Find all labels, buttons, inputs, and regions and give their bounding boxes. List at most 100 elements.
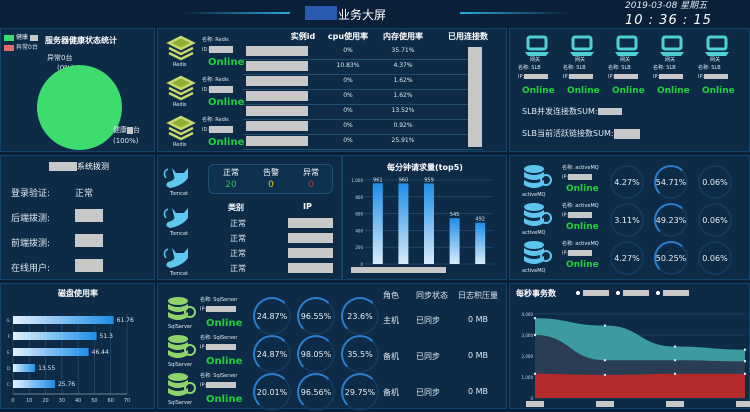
laptop-icon [569, 35, 595, 59]
redis-panel: Redis 名称: Redis ID: Online Redis 名称: Redis ID:… [157, 28, 507, 152]
probe-value-redacted [75, 259, 103, 272]
redis-cpu: 0% [343, 47, 353, 54]
sqlserver-cell: 主机 [383, 316, 399, 325]
row-divider [243, 134, 483, 135]
legend-healthy[interactable]: 健康 [4, 34, 39, 42]
sqlserver-status[interactable]: Online [206, 318, 243, 329]
activemq-gauge: 4.27% [610, 241, 644, 275]
sqlserver-ip: IP: [200, 382, 237, 389]
y-tick-label: 800 [355, 195, 363, 200]
y-tick-label: 3,000 [522, 333, 534, 338]
x-tick-label: 60 [108, 398, 114, 404]
activemq-ip: IP: [562, 250, 593, 257]
redis-status[interactable]: Online [208, 97, 245, 108]
laptop-icon [614, 35, 640, 59]
data-point [743, 348, 747, 351]
tomcat-icon [162, 204, 196, 232]
data-label: 61.76 [117, 317, 134, 324]
data-label: 959 [424, 177, 434, 183]
y-tick-label: 600 [355, 212, 363, 217]
bar [424, 183, 434, 264]
legend-label-redacted [583, 290, 609, 296]
activemq-status[interactable]: Online [566, 260, 599, 270]
legend-label-redacted [623, 290, 649, 296]
request-bar-chart: 每分钟请求量(top5) 0 200 400 600 800 1,000 961 960 959 5… [351, 162, 493, 273]
server-health-panel: 健康 异常0台 服务器健康状态统计 异常0台 (0%) 健康台 (100%) [0, 28, 155, 152]
activemq-gauge: 54.71% [654, 165, 688, 199]
sqlserver-gauge: 24.87% [253, 297, 291, 335]
category-label: D: [7, 366, 11, 371]
probe-value-redacted [75, 234, 103, 247]
redis-id: ID: [202, 46, 234, 54]
row-divider [243, 119, 483, 120]
tomcat-row-ip [288, 263, 333, 273]
redis-status[interactable]: Online [208, 57, 245, 68]
slb-ip: IP: [608, 74, 639, 81]
tomcat-panel: Tomcat Tomcat Tomcat 正常 20 告警 0 异常 0 类别 IP 正常 正常 正常 正常 [157, 155, 342, 280]
activemq-gauge: 3.11% [610, 203, 644, 237]
sqlserver-icon [166, 296, 196, 326]
data-label: 960 [399, 177, 409, 183]
data-label: 13.55 [38, 365, 55, 372]
sqlserver-name: 名称: SqlServer [200, 297, 238, 303]
chart-title: 每秒事务数 [516, 288, 557, 298]
probe-value-redacted [75, 209, 103, 222]
chart-title: 磁盘使用率 [58, 288, 98, 298]
health-pie [37, 65, 122, 150]
legend-label-redacted [663, 290, 689, 296]
bar [13, 364, 36, 372]
disk-usage-panel: 磁盘使用率 0 10 20 30 40 50 60 70 G: 61.76 F: 51.3 E: 46.44… [0, 283, 155, 409]
slb-status[interactable]: Online [702, 86, 735, 96]
redis-mem: 13.52% [391, 107, 415, 114]
slb-name: 名称: SLB [518, 65, 541, 71]
header-deco-right [460, 12, 570, 14]
sqlserver-gauge: 35.5% [341, 335, 379, 373]
slb-type: 网关 [620, 57, 631, 63]
redis-cpu: 0% [343, 92, 353, 99]
laptop-icon [659, 35, 685, 59]
data-point [743, 360, 747, 363]
activemq-status[interactable]: Online [566, 184, 599, 194]
activemq-gauge: 0.06% [698, 165, 732, 199]
activemq-ip: IP: [562, 212, 593, 219]
y-tick-label: 400 [355, 228, 363, 233]
sqlserver-cell: 已同步 [416, 316, 440, 325]
sqlserver-icon [166, 334, 196, 364]
activemq-gauge: 0.06% [698, 203, 732, 237]
legend-label: 健康 [16, 34, 29, 41]
activemq-name: 名称: activeMQ [562, 241, 599, 247]
tomcat-row-ip [288, 233, 333, 243]
slb-status[interactable]: Online [567, 86, 600, 96]
sqlserver-icon-label: SqlServer [168, 400, 193, 406]
activemq-status[interactable]: Online [566, 222, 599, 232]
x-labels-redacted [351, 267, 446, 273]
sqlserver-status[interactable]: Online [206, 394, 243, 405]
legend-swatch [4, 45, 14, 52]
y-tick-label: 0 [530, 396, 533, 401]
tomcat-stat-value: 0 [268, 180, 274, 190]
tomcat-stat-label: 正常 [223, 168, 239, 177]
legend-abnormal[interactable]: 异常0台 [4, 44, 38, 52]
tomcat-icon [162, 164, 196, 192]
activemq-icon-label: activeMQ [522, 268, 546, 274]
slb-status[interactable]: Online [612, 86, 645, 96]
sqlserver-gauge: 20.01% [253, 373, 291, 411]
slb-status[interactable]: Online [657, 86, 690, 96]
slb-status[interactable]: Online [522, 86, 555, 96]
redis-icon-label: Redis [173, 142, 187, 148]
data-point [673, 345, 677, 348]
redis-cpu: 0% [343, 77, 353, 84]
tps-area-chart: 每秒事务数 0 1,000 2,000 3,000 4,000 [516, 288, 750, 407]
row-divider [243, 59, 483, 60]
sqlserver-status[interactable]: Online [206, 356, 243, 367]
category-label: G: [7, 318, 11, 323]
redis-instance-id [246, 61, 308, 71]
y-tick-label: 4,000 [522, 312, 534, 317]
redis-status[interactable]: Online [208, 137, 245, 148]
disk-bar-chart: 磁盘使用率 0 10 20 30 40 50 60 70 G: 61.76 F: 51.3 E: 46.44… [7, 288, 134, 404]
slb-active-sum: SLB当前活跃链接数SUM: [522, 128, 640, 139]
slb-type: 网关 [710, 57, 721, 63]
bar [449, 218, 460, 264]
data-label: 545 [450, 212, 460, 218]
slb-ip: IP: [698, 74, 729, 81]
